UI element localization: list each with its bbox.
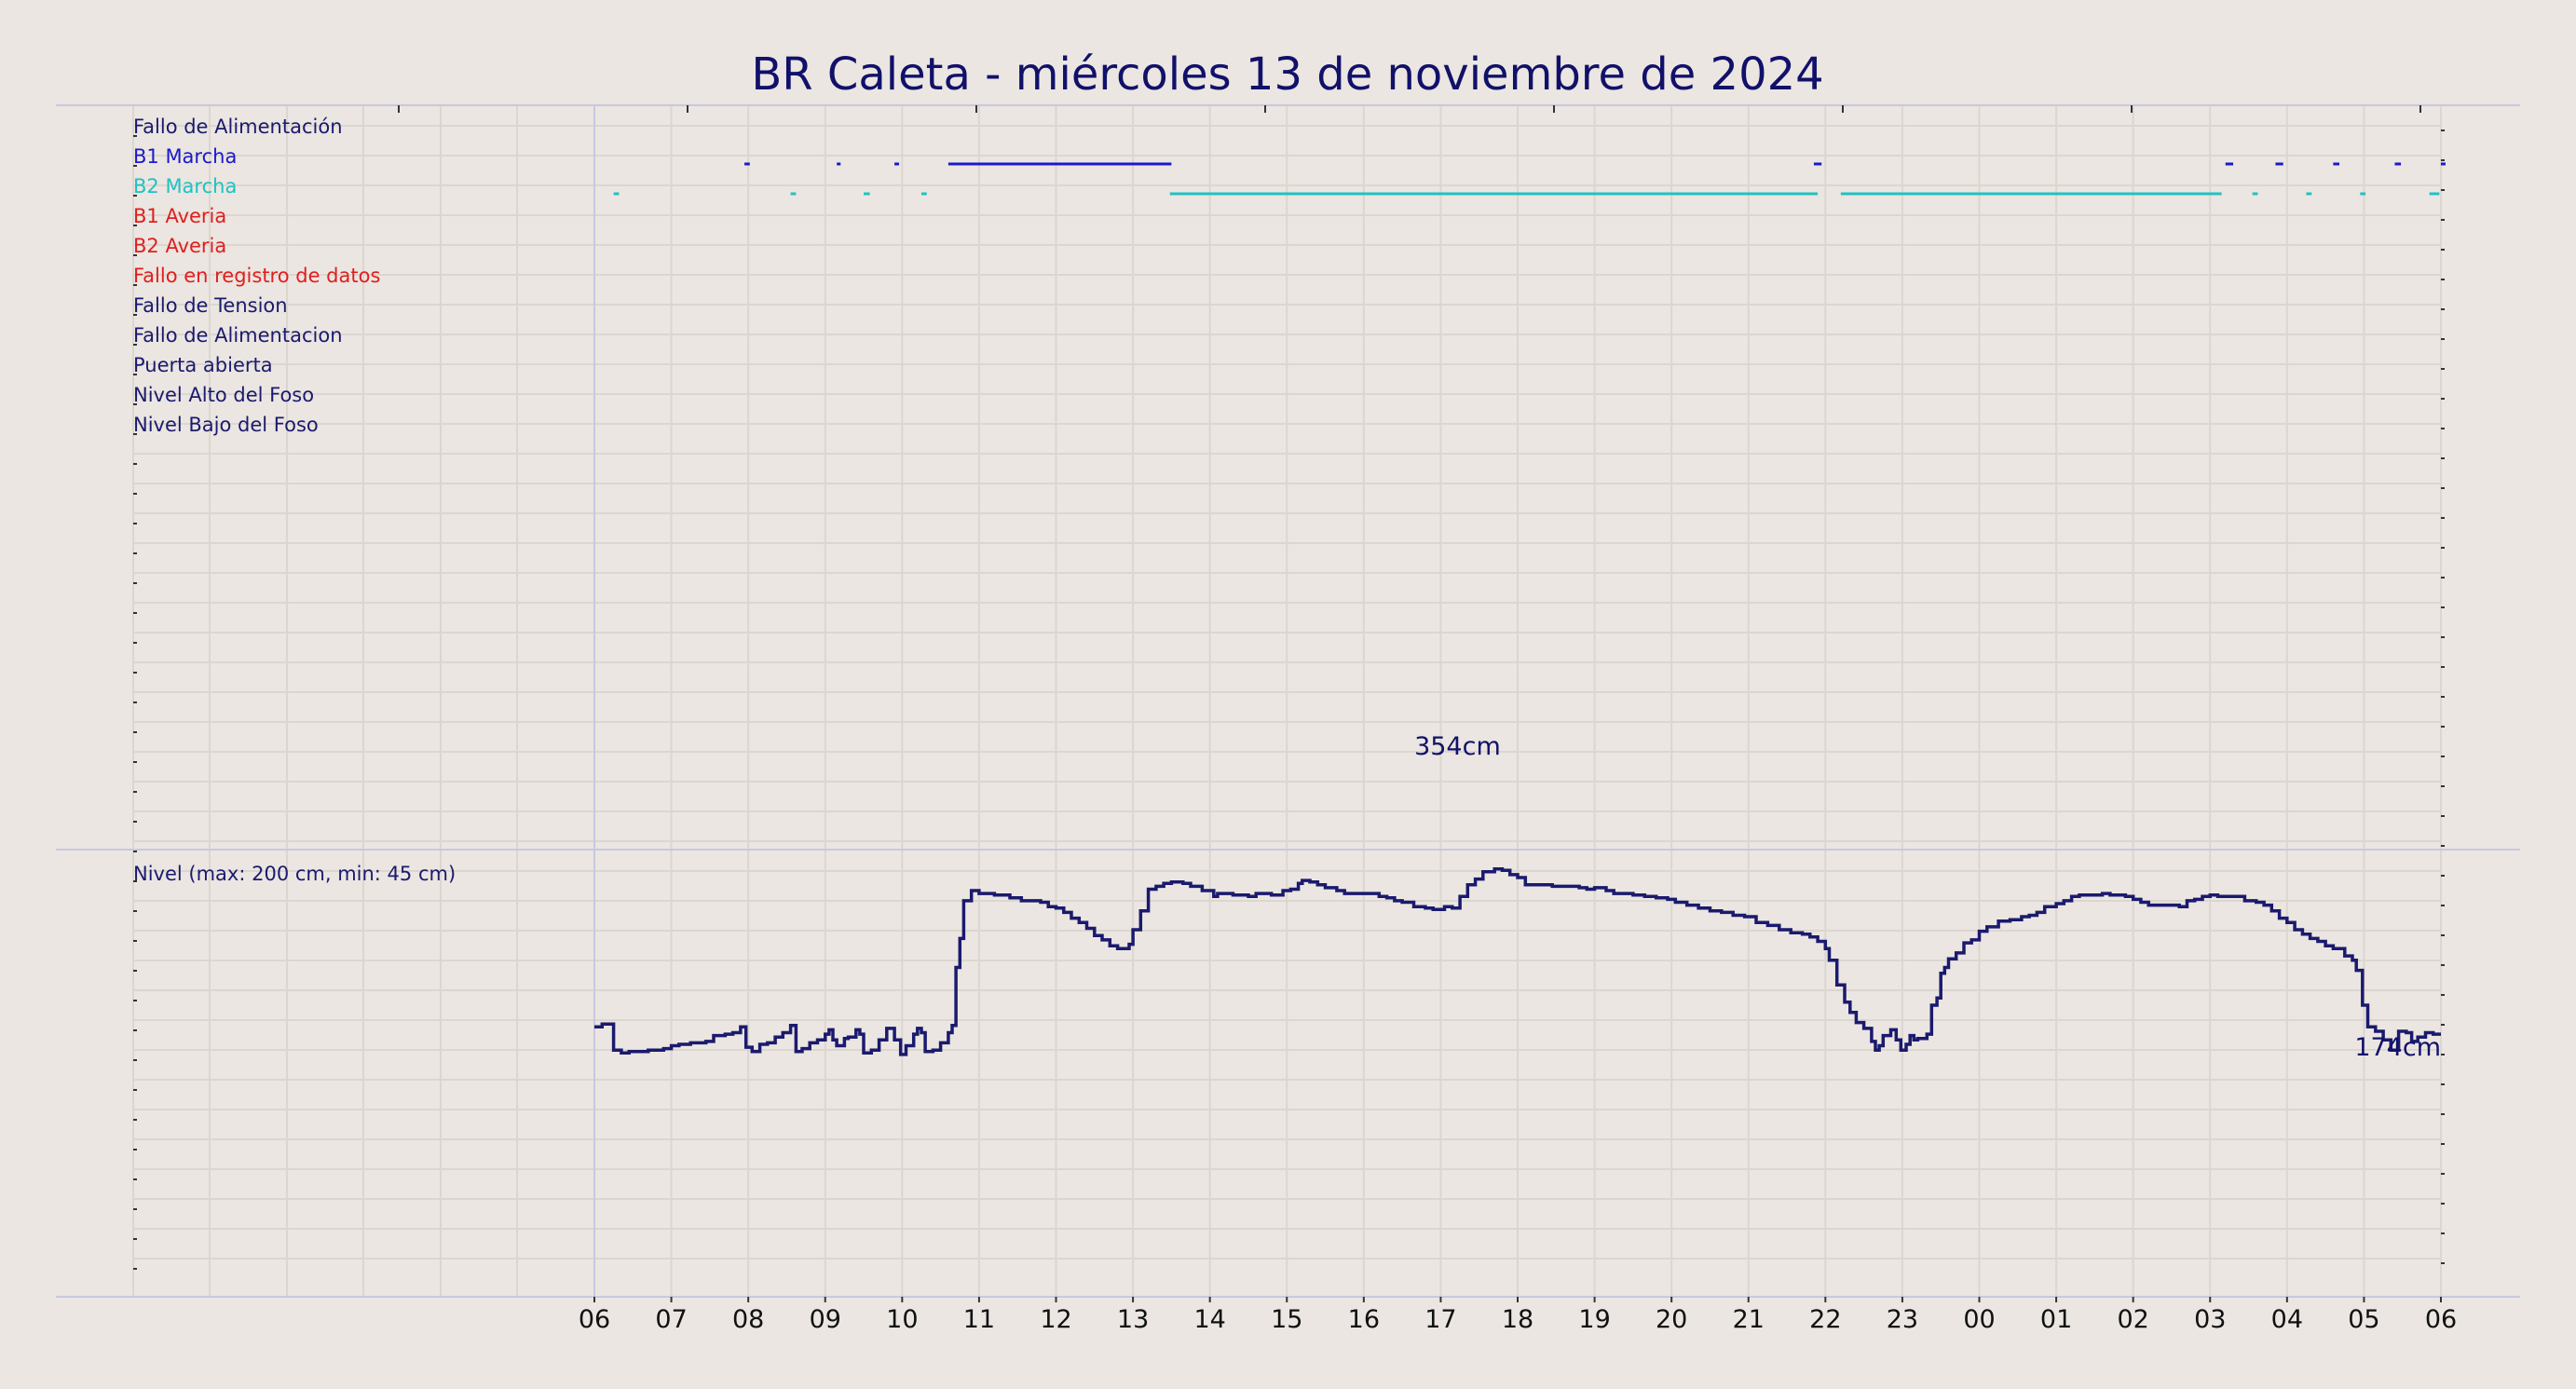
status-label: B1 Averia [133,205,226,227]
x-tick-label: 15 [1271,1305,1302,1334]
status-label: Fallo de Tension [133,294,288,317]
x-tick-label: 09 [810,1305,841,1334]
status-labels: Fallo de Alimentación B1 Marcha B2 Marcha B… [133,116,380,436]
annotation-label: 354cm [1414,732,1501,761]
x-tick-label: 06 [2425,1305,2457,1334]
level-panel-label: Nivel (max: 200 cm, min: 45 cm) [133,863,456,885]
x-tick-label: 23 [1887,1305,1918,1334]
status-label: B2 Averia [133,235,226,257]
status-label: B2 Marcha [133,175,237,197]
level-series [594,866,2441,1056]
annotations: 354cm 174cm [1414,732,2441,1062]
annotation-label: 174cm [2354,1033,2441,1062]
plot-frame [56,104,2520,1298]
x-tick-label: 12 [1040,1305,1071,1334]
x-tick-label: 19 [1578,1305,1610,1334]
status-bars [613,162,2446,196]
x-tick-label: 00 [1963,1305,1995,1334]
status-label: Fallo de Alimentacion [133,324,343,347]
chart-title: BR Caleta - miércoles 13 de noviembre de… [751,48,1823,101]
x-tick-label: 04 [2271,1305,2303,1334]
x-tick-label: 07 [655,1305,687,1334]
grid [132,105,2442,1297]
x-tick-label: 22 [1809,1305,1841,1334]
status-label: Fallo de Alimentación [133,116,343,138]
status-label: Nivel Bajo del Foso [133,414,319,436]
x-tick-label: 06 [579,1305,610,1334]
x-tick-label: 01 [2040,1305,2072,1334]
x-tick-label: 18 [1502,1305,1533,1334]
x-tick-label: 05 [2348,1305,2379,1334]
x-tick-label: 10 [886,1305,918,1334]
x-tick-label: 16 [1348,1305,1380,1334]
status-label: B1 Marcha [133,145,237,168]
x-tick-label: 08 [732,1305,764,1334]
status-label: Nivel Alto del Foso [133,384,314,406]
x-tick-label: 02 [2117,1305,2148,1334]
x-tick-label: 20 [1656,1305,1687,1334]
x-tick-label: 03 [2194,1305,2226,1334]
level-line [594,866,2441,1056]
x-tick-label: 11 [963,1305,995,1334]
x-tick-label: 17 [1424,1305,1456,1334]
x-tick-label: 13 [1117,1305,1149,1334]
status-label: Puerta abierta [133,354,273,376]
x-tick-label: 21 [1733,1305,1765,1334]
status-label: Fallo en registro de datos [133,265,380,287]
x-tick-label: 14 [1193,1305,1225,1334]
x-axis-ticks: 06 07 08 09 10 11 12 13 14 15 16 17 18 19 20 21 22 23 00 01… [579,1297,2457,1334]
